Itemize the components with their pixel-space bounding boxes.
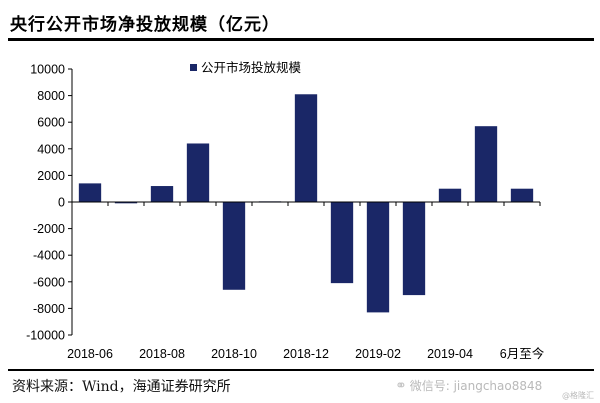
bar (78, 183, 102, 202)
bar (330, 202, 354, 284)
y-tick-label: -4000 (33, 249, 65, 263)
corner-logo: @格隆汇 (562, 391, 594, 400)
y-tick-label: -2000 (33, 222, 65, 236)
title-underline (8, 38, 594, 41)
y-axis: 10000 8000 6000 4000 2000 0 -2000 -4000 -6000 -80… (26, 63, 73, 343)
x-tick-label: 2018-12 (283, 347, 329, 361)
bars-group (78, 94, 534, 313)
y-tick-label: -10000 (26, 329, 65, 343)
bar (150, 186, 174, 202)
x-tick-label: 6月至今 (500, 346, 545, 361)
watermark-text: 微信号: jiangchao8848 (409, 379, 543, 393)
bar (294, 94, 318, 202)
bar (402, 202, 426, 296)
watermark: ⚭ 微信号: jiangchao8848 (395, 377, 542, 394)
x-tick-label: 2019-04 (427, 347, 473, 361)
legend-label: 公开市场投放规模 (201, 60, 302, 75)
y-tick-label: -6000 (33, 275, 65, 289)
bar-chart: 10000 8000 6000 4000 2000 0 -2000 -4000 -6000 -80… (26, 60, 545, 361)
chart-title: 央行公开市场净投放规模（亿元） (10, 15, 280, 35)
bar (474, 126, 498, 202)
source-divider (8, 369, 594, 371)
bar (510, 188, 534, 202)
source-note: 资料来源：Wind，海通证券研究所 (12, 379, 231, 395)
x-tick-label: 2018-08 (139, 347, 185, 361)
bar (222, 202, 246, 290)
y-tick-label: 10000 (30, 63, 65, 77)
legend: 公开市场投放规模 (190, 60, 302, 75)
bar (366, 202, 390, 313)
legend-swatch (190, 64, 197, 71)
x-tick-label: 2019-02 (355, 347, 401, 361)
bar (438, 188, 462, 202)
x-tick-label: 2018-06 (67, 347, 113, 361)
y-tick-label: 8000 (37, 89, 65, 103)
bar (186, 143, 210, 202)
y-tick-label: 2000 (37, 169, 65, 183)
wechat-icon: ⚭ (395, 377, 407, 394)
x-tick-label: 2018-10 (211, 347, 257, 361)
y-tick-label: 6000 (37, 116, 65, 130)
y-tick-label: 0 (58, 196, 65, 210)
y-tick-label: 4000 (37, 142, 65, 156)
x-axis: 2018-06 2018-08 2018-10 2018-12 2019-02 2019-… (67, 201, 545, 361)
bar (114, 202, 138, 204)
y-tick-label: -8000 (33, 302, 65, 316)
